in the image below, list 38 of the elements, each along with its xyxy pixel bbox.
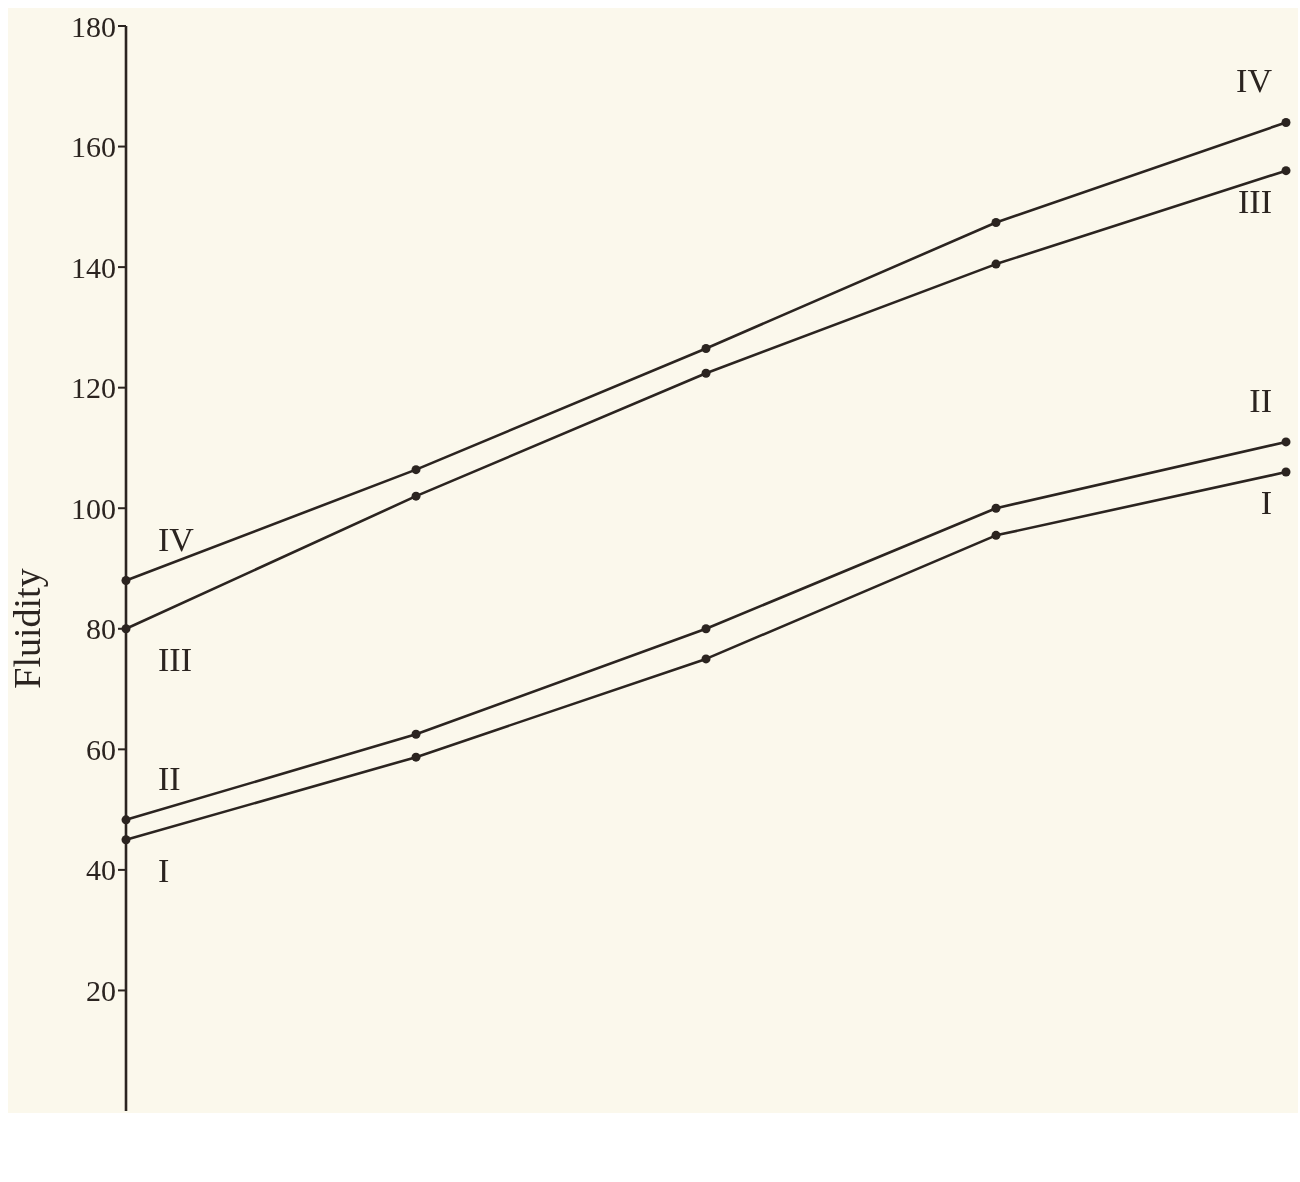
point: [1281, 437, 1291, 447]
point: [411, 752, 421, 762]
point: [1281, 117, 1291, 127]
y-tick-label: 100: [71, 491, 116, 525]
point: [701, 343, 711, 353]
point: [991, 218, 1001, 228]
y-tick-label: 160: [71, 130, 116, 164]
y-axis-title: Fluidity: [6, 568, 48, 689]
point: [121, 815, 131, 825]
text: II: [1249, 381, 1272, 419]
y-tick-label: 60: [86, 732, 116, 766]
y-tick-label: 80: [86, 612, 116, 646]
point: [121, 624, 131, 634]
point: [121, 576, 131, 586]
point: [411, 729, 421, 739]
y-tick-label: 120: [71, 371, 116, 405]
series-label: II: [158, 759, 181, 797]
text: III: [158, 640, 192, 678]
series-label: IV: [158, 520, 195, 558]
y-tick-label: 140: [71, 250, 116, 284]
y-tick-label: 40: [86, 853, 116, 887]
point: [701, 654, 711, 664]
point: [411, 491, 421, 501]
point: [991, 503, 1001, 513]
series-label: III: [1238, 182, 1272, 220]
point: [701, 368, 711, 378]
point: [411, 465, 421, 475]
point: [1281, 166, 1291, 176]
point: [991, 259, 1001, 269]
point: [991, 530, 1001, 540]
y-tick-label: 180: [71, 9, 116, 43]
y-tick-label: 20: [86, 973, 116, 1007]
point: [121, 835, 131, 845]
point: [1281, 467, 1291, 477]
series-label: I: [1260, 484, 1272, 522]
point: [701, 624, 711, 634]
text: IV: [1236, 62, 1272, 100]
text: I: [158, 851, 170, 889]
